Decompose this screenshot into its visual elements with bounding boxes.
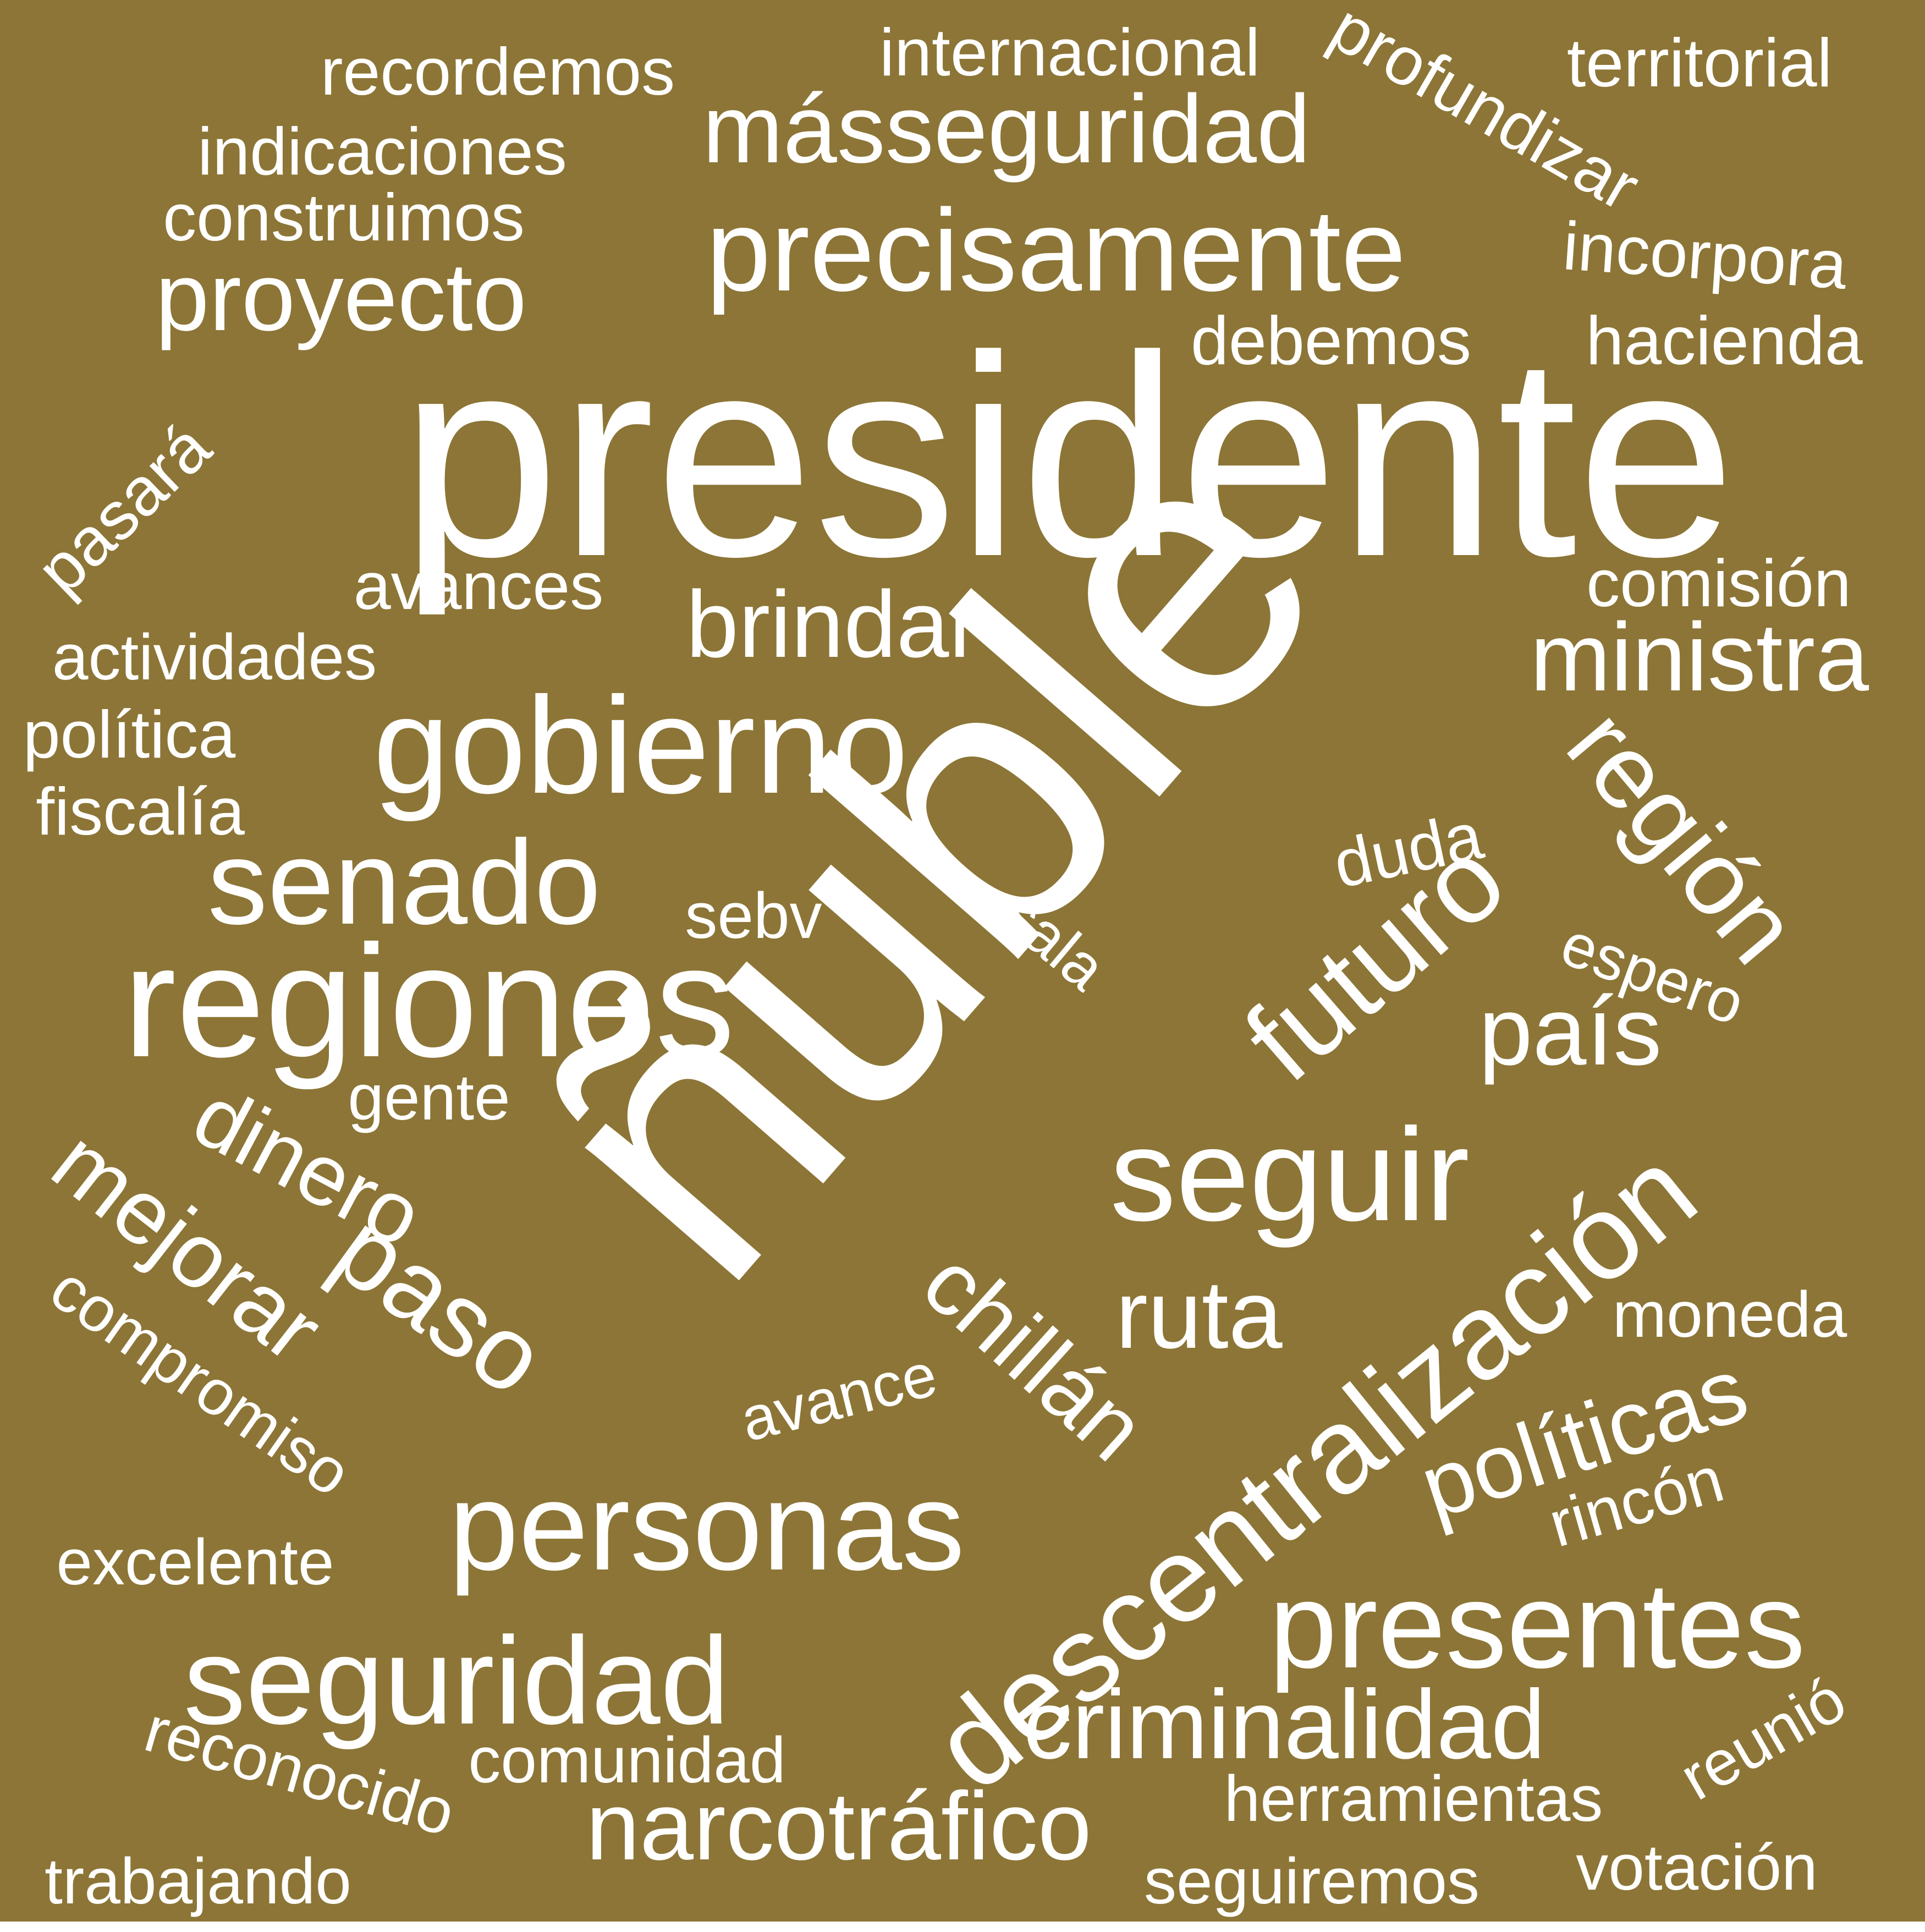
word-indicaciones: indicaciones <box>197 114 567 189</box>
word-gobierno: gobierno <box>373 668 909 822</box>
word-hacienda: hacienda <box>1586 303 1863 379</box>
word-proyecto: proyecto <box>155 243 527 351</box>
word-fiscalia: fiscalía <box>36 774 245 849</box>
word-masseguridad: másseguridad <box>702 75 1311 183</box>
word-recordemos: recordemos <box>320 34 675 109</box>
word-ruta: ruta <box>1115 1261 1283 1369</box>
word-pasara: pasará <box>22 409 226 609</box>
word-senado: senado <box>207 816 601 949</box>
word-comunidad: comunidad <box>468 1724 786 1797</box>
word-avances: avances <box>353 548 604 623</box>
word-actividades: actividades <box>52 621 377 694</box>
word-trabajando: trabajando <box>45 1845 351 1918</box>
word-precisamente: precisamente <box>706 185 1406 315</box>
word-comision: comisión <box>1586 546 1851 621</box>
word-seguiremos: seguiremos <box>1144 1845 1480 1918</box>
word-personas: personas <box>449 1457 965 1596</box>
word-presentes: presentes <box>1269 1557 1806 1694</box>
word-herramientas: herramientas <box>1224 1763 1603 1835</box>
word-construimos: construimos <box>163 180 525 255</box>
word-politica: política <box>23 697 236 772</box>
word-avance: avance <box>734 1340 944 1455</box>
word-gente: gente <box>348 1061 510 1134</box>
word-ministra: ministra <box>1530 603 1869 711</box>
word-brindar: brindar <box>686 572 981 677</box>
word-pais: país <box>1478 978 1662 1085</box>
word-votacion: votación <box>1576 1831 1818 1904</box>
word-presidente: presidente <box>400 297 1736 616</box>
word-moneda: moneda <box>1612 1278 1847 1351</box>
word-sebv: sebv <box>685 880 822 952</box>
word-excelente: excelente <box>56 1526 334 1599</box>
word-regiones: regiones <box>123 912 735 1090</box>
word-seguridad: seguridad <box>183 1611 730 1750</box>
word-incorpora: incorpora <box>1560 208 1850 304</box>
word-criminalidad: criminalidad <box>1023 1670 1546 1779</box>
word-narcotrafico: narcotráfico <box>586 1772 1092 1880</box>
word-debemos: debemos <box>1190 303 1472 379</box>
word-seguir: seguir <box>1110 1101 1470 1248</box>
word-internacional: internacional <box>879 15 1260 90</box>
word-territorial: territorial <box>1566 25 1833 101</box>
